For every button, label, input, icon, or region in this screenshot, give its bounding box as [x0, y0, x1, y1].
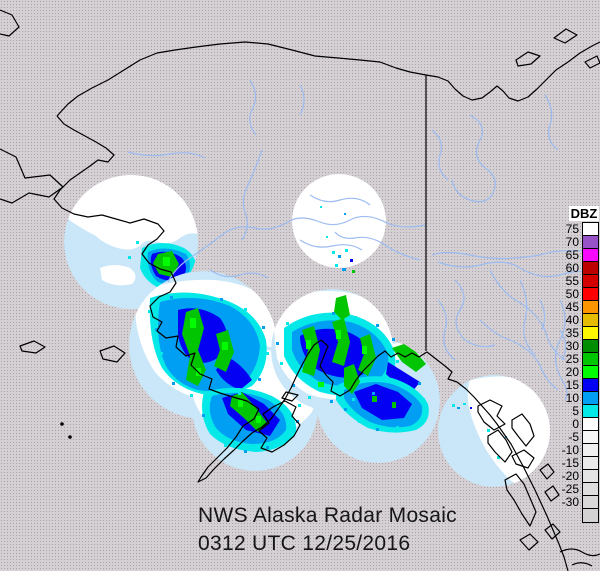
legend-value-label: 70 [565, 235, 579, 249]
legend-value-label: 50 [565, 287, 579, 301]
legend-value-label: 15 [565, 378, 579, 392]
radar-coverage-southeast [438, 375, 550, 487]
legend-value-label: 0 [572, 417, 579, 431]
legend-value-label: -15 [561, 456, 579, 470]
legend-value-label: 60 [565, 261, 579, 275]
map-title: NWS Alaska Radar Mosaic [198, 504, 457, 527]
legend-color-swatch [582, 507, 599, 523]
legend-row: 55 [562, 273, 599, 289]
legend-value-label: 5 [572, 404, 579, 418]
legend-row: 60 [562, 260, 599, 276]
radar-coverage-nome [64, 175, 198, 309]
legend-value-label: 65 [565, 248, 579, 262]
legend-value-label: 30 [565, 339, 579, 353]
legend-row: 70 [562, 234, 599, 250]
map-timestamp: 0312 UTC 12/25/2016 [198, 532, 411, 555]
fairbanks-echo-specks [320, 206, 355, 273]
legend-row: 65 [562, 247, 599, 263]
legend-row: -15 [561, 455, 599, 471]
legend-value-label: 45 [565, 300, 579, 314]
legend-value-label: 55 [565, 274, 579, 288]
legend-row: 35 [562, 325, 599, 341]
legend-row: 25 [562, 351, 599, 367]
radar-coverage-fairbanks [292, 174, 386, 268]
legend-row: -10 [561, 442, 599, 458]
legend-value-label: 10 [565, 391, 579, 405]
legend-row: 15 [562, 377, 599, 393]
dbz-legend-title: DBZ [569, 206, 599, 221]
legend-value-label: -5 [568, 430, 579, 444]
coastlines [0, 9, 600, 571]
legend-row: 45 [562, 299, 599, 315]
legend-value-label: 75 [565, 222, 579, 236]
legend-row: 20 [562, 364, 599, 380]
dbz-legend-scale: 75 70 65 60 55 50 45 40 35 30 25 20 15 10 5 0 -5 -10 -15 -2… [561, 221, 599, 523]
legend-value-label: 25 [565, 352, 579, 366]
legend-value-label: -20 [561, 469, 579, 483]
legend-value-label: 35 [565, 326, 579, 340]
legend-row [562, 507, 599, 523]
legend-row: -20 [561, 468, 599, 484]
rivers [127, 79, 599, 401]
precipitation-echoes [148, 292, 429, 453]
legend-value-label: 40 [565, 313, 579, 327]
legend-row: 40 [562, 312, 599, 328]
dbz-legend: DBZ 75 70 65 60 55 50 45 40 35 30 25 20 15 10 5 0 -5 -10-… [561, 206, 599, 523]
legend-value-label: -25 [561, 482, 579, 496]
legend-value-label: -10 [561, 443, 579, 457]
legend-value-label: 20 [565, 365, 579, 379]
legend-value-label: -30 [561, 495, 579, 509]
legend-row: -25 [561, 481, 599, 497]
map-title-block: NWS Alaska Radar Mosaic 0312 UTC 12/25/2… [198, 502, 457, 558]
